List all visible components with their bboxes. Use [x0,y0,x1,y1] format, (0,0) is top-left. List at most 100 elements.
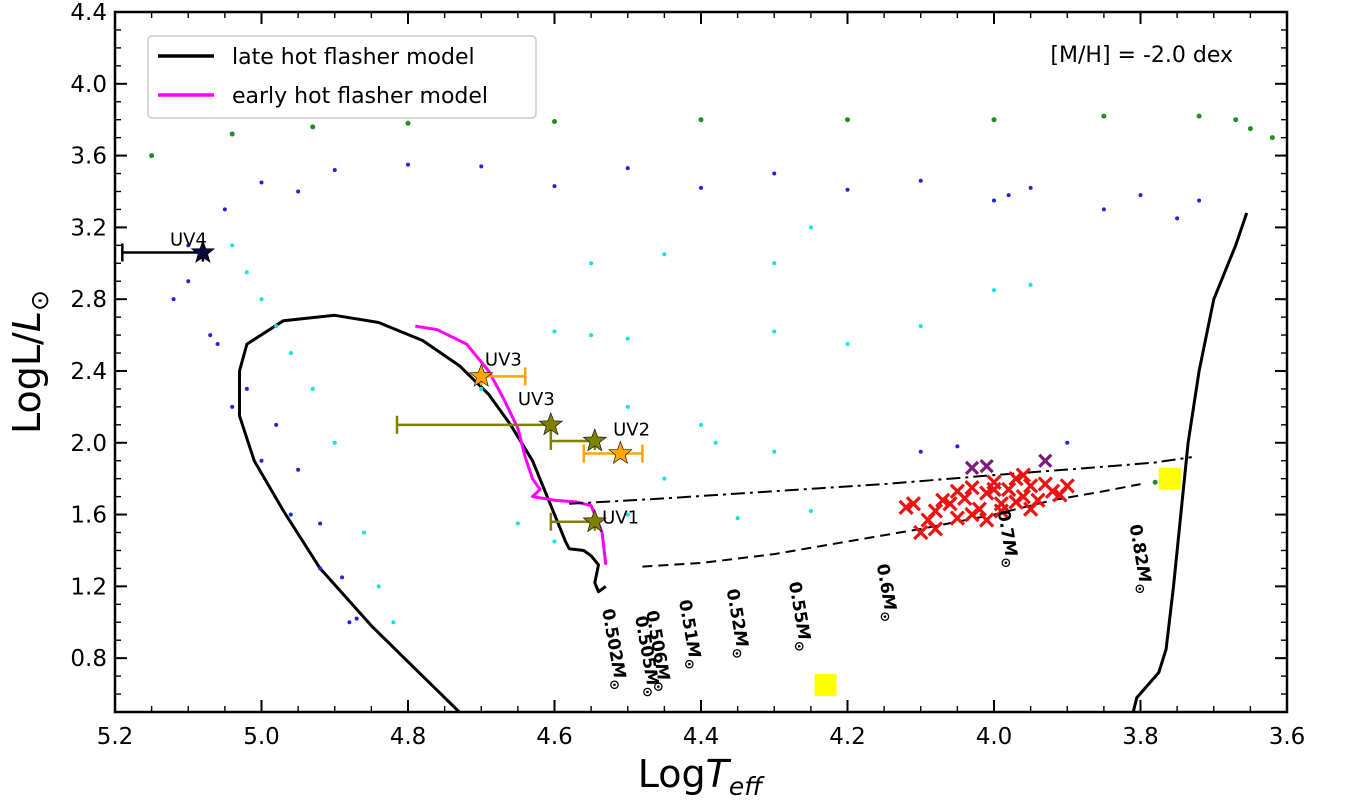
series-8-marker-11 [1001,481,1017,498]
series-8-marker-19 [1059,478,1075,494]
mass-label-0: 0.502M⊙ [593,607,631,692]
data-layer [121,113,1275,712]
series-5-point-32 [552,184,557,189]
series-6-point-18 [918,324,923,329]
legend: late hot flasher model early hot flasher… [147,35,537,119]
x-tick-label-8: 3.6 [1269,724,1306,750]
series-8-marker-30 [986,481,1002,498]
series-8-marker-29 [905,496,922,512]
series-6-point-13 [699,422,703,427]
series-6-point-25 [515,521,520,526]
series-5-point-33 [699,185,703,190]
series-8-marker-22 [964,506,980,523]
x-tick-label-5: 4.2 [829,724,866,750]
series-6-point-23 [625,404,630,409]
series-7-point-10 [1233,117,1239,123]
series-6-point-14 [772,449,777,454]
series-6-point-11 [589,333,594,338]
series-5-point-3 [259,458,264,463]
series-7-point-11 [1247,126,1253,132]
series-7-point-6 [845,117,850,123]
x-tick-label-1: 5.0 [243,724,280,750]
series-8-marker-27 [979,512,995,528]
star-label-uv2: UV2 [613,420,650,441]
x-tick-label-4: 4.4 [683,724,720,750]
star-0 [190,239,216,263]
series-5-point-5 [318,566,323,571]
series-5-point-25 [340,575,345,580]
series-6-point-3 [274,324,279,329]
series-5-point-9 [259,180,264,185]
series-5-point-10 [332,167,337,172]
series-line-4 [569,456,1192,505]
series-line-0 [238,313,607,712]
series-6-point-29 [662,476,667,481]
legend-label-late: late hot flasher model [232,45,475,70]
series-8-marker-26 [1015,467,1031,483]
star-1 [468,363,494,387]
series-8-marker-1 [927,503,944,519]
series-7-point-9 [1196,113,1202,119]
star-5 [582,508,608,533]
series-5-point-8 [186,243,191,248]
series-6-point-9 [391,620,396,625]
series-5-point-2 [230,404,235,409]
series-8-marker-6 [964,480,980,496]
series-8-marker-28 [1008,494,1024,510]
series-6-point-2 [259,297,264,302]
y-axis-label: LogL/L⊙ [5,290,54,434]
series-6-point-19 [772,261,777,266]
series-5-point-34 [1006,193,1011,198]
star-label-uv4: UV4 [170,229,207,250]
mass-label-5: 0.55M⊙ [780,580,816,653]
x-tick-label-6: 4.0 [976,724,1013,750]
series-5-point-23 [296,467,301,472]
series-5-point-13 [625,166,630,171]
series-6-point-0 [230,243,235,248]
star-3 [608,440,633,464]
mass-label-6: 0.6M⊙ [868,562,902,623]
series-7-point-1 [229,131,235,137]
series-5-point-24 [318,521,323,526]
series-9-marker-1 [979,458,994,474]
x-tick-label-3: 4.6 [536,724,573,750]
series-5-point-0 [186,279,191,284]
metallicity-annotation: [M/H] = -2.0 dex [1050,43,1233,68]
y-tick-label-3: 2.0 [70,431,107,457]
series-5-point-11 [406,162,410,167]
series-5-point-20 [215,342,220,347]
series-6-point-17 [1028,282,1033,287]
series-6-point-8 [376,584,381,589]
legend-box [147,35,537,119]
series-8-marker-31 [1022,501,1039,517]
series-5-point-28 [992,198,996,203]
series-7-point-12 [1269,135,1275,141]
series-8-marker-5 [957,490,973,507]
x-tick-label-7: 3.8 [1122,724,1159,750]
y-tick-label-9: 4.4 [70,0,107,26]
star-4 [582,428,608,452]
series-5-point-27 [845,187,850,192]
series-6-point-20 [845,342,850,347]
series-9-marker-0 [964,460,980,476]
series-9-marker-2 [1038,453,1053,468]
series-5-point-1 [208,333,213,338]
y-tick-label-6: 3.2 [70,215,107,241]
series-7-point-0 [149,153,155,159]
series-8-marker-25 [949,510,966,526]
series-6-point-12 [625,336,630,341]
y-tick-label-5: 2.8 [70,287,107,313]
mass-label-8: 0.82M⊙ [1121,523,1157,596]
x-tick-label-0: 5.2 [97,724,134,750]
series-6-point-24 [479,386,484,391]
series-5-point-36 [955,444,960,449]
series-5-point-19 [171,297,176,302]
series-8-marker-3 [942,496,958,512]
series-8-marker-21 [927,521,944,537]
series-6-point-10 [552,329,557,334]
series-6-point-31 [808,508,813,513]
series-8-marker-20 [913,524,929,541]
series-line-1 [415,324,608,565]
series-6-point-27 [772,329,777,334]
